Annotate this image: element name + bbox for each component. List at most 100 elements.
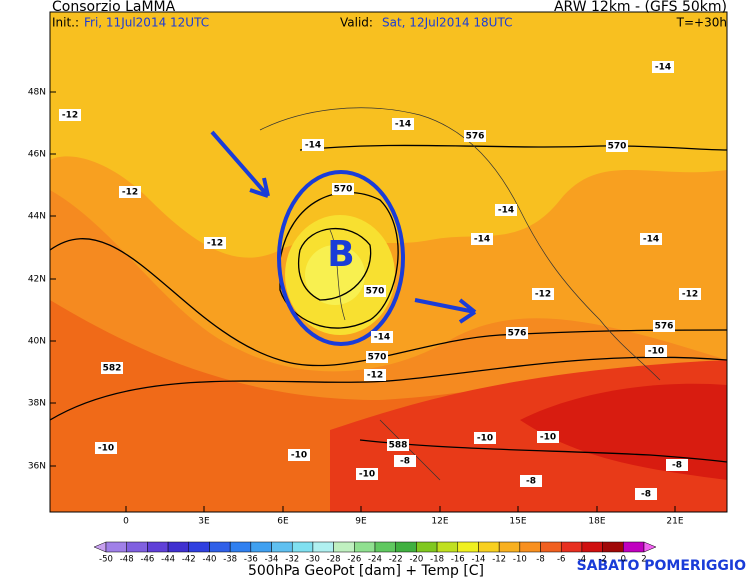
contour-label-bg [387,439,409,451]
legend-label: -36 [244,555,258,565]
lat-label: 38N [28,399,46,409]
legend-swatch [229,541,252,553]
lon-label: 3E [198,517,210,527]
legend-label: -20 [409,555,423,565]
legend-label: 2 [641,555,646,565]
contour-label: -12 [682,290,698,300]
init-label: Init.: [52,16,79,30]
legend-swatch [126,541,148,553]
contour-label-bg [366,351,388,363]
title: Consorzio LaMMA [52,0,176,15]
legend-label: -2 [598,555,606,565]
legend-label: -4 [578,555,586,565]
contour-label-bg [371,331,393,343]
contour-label-bg [495,204,517,216]
legend-label: -18 [430,555,444,565]
legend-end [93,541,107,553]
contour-label: -10 [540,433,556,443]
contour-label-bg [679,288,701,300]
contour-label-bg [392,118,414,130]
legend-label: -24 [368,555,382,565]
contour-label: 576 [655,322,674,332]
contour-label: -10 [648,347,664,357]
legend-label: -48 [120,555,134,565]
valid-label: Valid: [340,16,373,30]
contour-label: -10 [359,470,375,480]
legend-label: -50 [99,555,113,565]
legend-label: 0 [621,555,626,565]
legend-swatch [250,541,272,553]
legend-swatch [519,541,541,553]
lat-label: 42N [28,275,46,285]
contour-label: -14 [374,333,390,343]
contour-label-bg [356,468,378,480]
contour-label: 588 [389,441,408,451]
legend-swatch [209,541,231,553]
legend-label: -32 [285,555,299,565]
contour-label: -14 [474,235,490,245]
legend-swatch [623,541,645,553]
contour-label-bg [645,345,667,357]
legend-swatch [105,541,127,553]
contour-label: 576 [466,132,485,142]
contour-label-bg [59,109,81,121]
contour-label: 570 [334,185,353,195]
contour-label-bg [394,455,416,467]
temperature-field [50,12,727,512]
contour-label: -12 [122,188,138,198]
legend-label: -8 [536,555,544,565]
legend-label: -12 [492,555,506,565]
contour-label-bg [364,285,386,297]
contour-label-bg [101,362,123,374]
legend-swatch [354,541,376,553]
legend-swatch [560,541,583,553]
contour-label: -8 [526,477,536,487]
legend-label: -22 [389,555,403,565]
contour-label-bg [364,369,386,381]
legend-label: -40 [203,555,217,565]
lon-label: 15E [509,517,526,527]
contour-label: -12 [62,111,78,121]
contour-label: -14 [305,141,321,151]
contour-label: -14 [395,120,411,130]
low-label: B [327,234,354,275]
contour-label: -12 [207,239,223,249]
contour-label-bg [95,442,117,454]
legend-label: -42 [182,555,196,565]
legend-swatch [374,541,396,553]
contour-label-bg [204,237,226,249]
contour-label: 570 [366,287,385,297]
legend-label: -6 [557,555,565,565]
legend-label: -46 [140,555,154,565]
contour-label: 570 [368,353,387,363]
contour-label: 576 [508,329,527,339]
lat-label: 36N [28,462,46,472]
lon-label: 18E [588,517,605,527]
lon-label: 6E [277,517,289,527]
legend-label: -28 [327,555,341,565]
legend-swatch [498,541,521,553]
lon-label: 9E [355,517,367,527]
contour-label: -8 [400,457,410,467]
map-frame [49,11,728,513]
legend-label: -44 [161,555,175,565]
legend-swatch [188,541,210,553]
legend-label: -38 [223,555,237,565]
legend-swatch [436,541,459,553]
model: ARW 12km - (GFS 50km) [554,0,727,15]
legend-swatch [478,541,500,553]
contour-label-bg [474,432,496,444]
init-time: Fri, 11Jul2014 12UTC [84,16,209,30]
contour-label-bg [635,488,657,500]
legend-swatch [291,541,314,553]
legend-swatch [416,541,438,553]
contour-label-bg [332,183,354,195]
legend-swatch [147,541,169,553]
lat-label: 40N [28,337,46,347]
contour-label-bg [288,449,310,461]
legend-label: -10 [513,555,527,565]
contour-label: -14 [655,63,671,73]
legend-swatch [457,541,479,553]
contour-label: 570 [608,142,627,152]
legend-label: -34 [265,555,279,565]
